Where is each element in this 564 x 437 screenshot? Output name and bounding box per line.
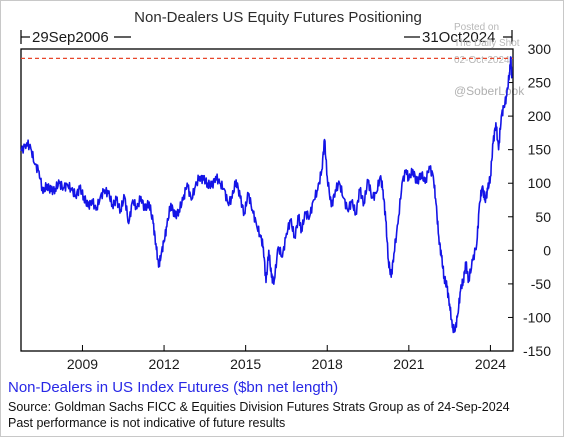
range-end-label: 31Oct2024 — [422, 29, 495, 46]
x-axis: 2009 2012 2015 2018 2021 2024 — [67, 345, 506, 372]
series-line — [20, 56, 513, 334]
x-tick-label: 2024 — [475, 356, 506, 372]
y-axis: 300 250 200 150 100 50 0 -50 -100 -150 — [508, 41, 551, 359]
y-tick-label: 50 — [535, 209, 551, 225]
y-tick-label: 0 — [543, 242, 551, 258]
x-tick-label: 2015 — [230, 356, 261, 372]
y-tick-label: 250 — [528, 75, 552, 91]
chart-title: Non-Dealers US Equity Futures Positionin… — [134, 9, 422, 26]
x-tick-label: 2012 — [148, 356, 179, 372]
range-start-label: 29Sep2006 — [32, 29, 109, 46]
y-tick-label: 300 — [528, 41, 552, 57]
y-tick-label: 150 — [528, 142, 552, 158]
y-tick-label: 200 — [528, 108, 552, 124]
y-tick-label: -150 — [523, 343, 551, 359]
y-tick-label: 100 — [528, 175, 552, 191]
watermark-handle: @SoberLook — [454, 84, 525, 98]
chart-caption: Non-Dealers in US Index Futures ($bn net… — [8, 379, 339, 396]
x-tick-label: 2021 — [393, 356, 424, 372]
x-tick-label: 2009 — [67, 356, 98, 372]
watermark-line-1: Posted on — [454, 22, 499, 33]
x-tick-label: 2018 — [312, 356, 343, 372]
watermark-line-3: 02-Oct-2024 — [454, 55, 510, 66]
watermark-line-2: The Daily Shot — [454, 38, 520, 49]
y-tick-label: -100 — [523, 309, 551, 325]
y-tick-label: -50 — [531, 276, 551, 292]
source-text: Source: Goldman Sachs FICC & Equities Di… — [8, 400, 510, 414]
plot-border — [20, 48, 514, 352]
plot-area: 2009 2012 2015 2018 2021 2024 300 250 200 150 100… — [20, 41, 551, 372]
disclaimer-text: Past performance is not indicative of fu… — [8, 416, 286, 430]
range-indicator: 29Sep2006 31Oct2024 — [20, 29, 513, 46]
